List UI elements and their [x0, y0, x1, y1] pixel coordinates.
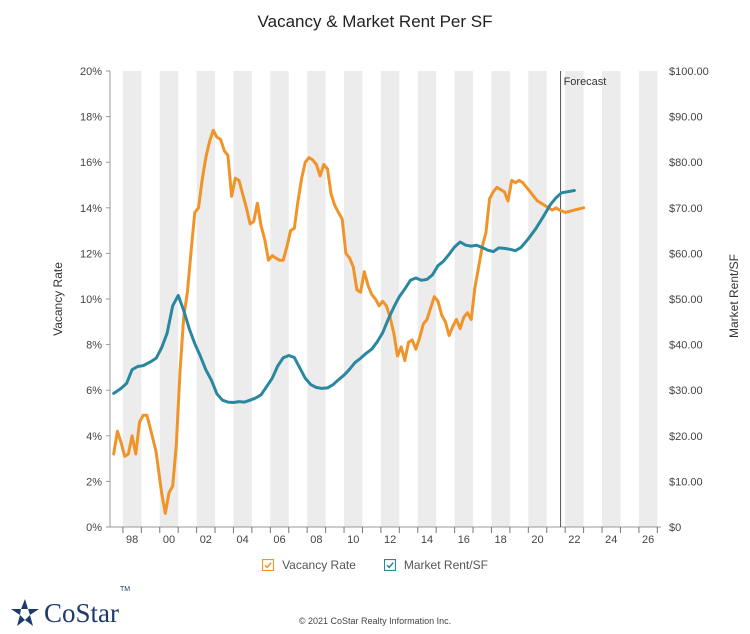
legend: Vacancy Rate Market Rent/SF	[0, 558, 750, 572]
x-tick-label: 08	[310, 534, 322, 546]
legend-item-vacancy[interactable]: Vacancy Rate	[262, 558, 356, 572]
year-band	[417, 71, 437, 527]
x-tick-label: 04	[237, 534, 249, 546]
year-band	[122, 71, 142, 527]
x-tick-label: 12	[384, 534, 396, 546]
year-band	[638, 71, 658, 527]
x-tick-label: 26	[642, 534, 654, 546]
right-tick-label: $70.00	[669, 203, 703, 215]
right-tick-label: $90.00	[669, 112, 703, 124]
x-tick-label: 02	[200, 534, 212, 546]
year-band	[528, 71, 547, 527]
left-tick-label: 10%	[80, 294, 102, 306]
year-band	[159, 71, 179, 527]
right-tick-label: $20.00	[669, 431, 703, 443]
left-tick-label: 18%	[80, 112, 102, 124]
left-tick-label: 4%	[86, 431, 102, 443]
left-axis-title: Vacancy Rate	[51, 262, 65, 336]
x-tick-label: 00	[163, 534, 175, 546]
year-band	[602, 71, 621, 527]
left-tick-label: 12%	[80, 248, 102, 260]
legend-item-rent[interactable]: Market Rent/SF	[383, 558, 488, 572]
right-tick-label: $0	[669, 522, 681, 534]
left-tick-label: 8%	[86, 340, 102, 352]
left-tick-label: 0%	[86, 522, 102, 534]
year-band	[454, 71, 474, 527]
costar-star-icon	[11, 599, 39, 626]
right-tick-label: $40.00	[669, 340, 703, 352]
vacancy-rate-line	[112, 128, 586, 515]
right-tick-label: $10.00	[669, 476, 703, 488]
left-tick-label: 16%	[80, 157, 102, 169]
year-band	[344, 71, 363, 527]
left-tick-label: 2%	[86, 476, 102, 488]
legend-label-vacancy: Vacancy Rate	[282, 558, 356, 572]
year-bands	[122, 71, 658, 527]
year-band	[233, 71, 252, 527]
left-tick-label: 6%	[86, 385, 102, 397]
right-tick-label: $80.00	[669, 157, 703, 169]
x-tick-label: 10	[347, 534, 359, 546]
copyright: © 2021 CoStar Realty Information Inc.	[298, 616, 452, 626]
market-rent-line	[112, 189, 576, 404]
legend-label-rent: Market Rent/SF	[403, 558, 488, 572]
costar-logo-text: CoStarTM	[44, 585, 131, 628]
x-tick-label: 98	[126, 534, 138, 546]
left-tick-label: 14%	[80, 203, 102, 215]
year-band	[196, 71, 216, 527]
x-tick-label: 20	[531, 534, 543, 546]
costar-logo: CoStarTM	[10, 585, 131, 630]
legend-swatch-vacancy	[262, 559, 275, 571]
x-tick-label: 06	[273, 534, 285, 546]
year-band	[565, 71, 584, 527]
right-tick-label: $60.00	[669, 248, 703, 260]
x-tick-label: 24	[605, 534, 617, 546]
x-tick-label: 16	[458, 534, 470, 546]
left-tick-label: 20%	[80, 66, 102, 78]
right-tick-label: $30.00	[669, 385, 703, 397]
right-axis-title: Market Rent/SF	[727, 254, 741, 338]
year-band	[307, 71, 326, 527]
chart-title: Vacancy & Market Rent Per SF	[257, 12, 493, 31]
x-tick-label: 14	[421, 534, 433, 546]
x-tick-label: 18	[495, 534, 507, 546]
right-tick-label: $100.00	[669, 66, 709, 78]
x-tick-label: 22	[568, 534, 580, 546]
year-band	[491, 71, 510, 527]
forecast-label: Forecast	[564, 76, 607, 88]
year-band	[270, 71, 289, 527]
year-band	[380, 71, 400, 527]
legend-swatch-rent	[383, 559, 396, 571]
right-tick-label: $50.00	[669, 294, 703, 306]
